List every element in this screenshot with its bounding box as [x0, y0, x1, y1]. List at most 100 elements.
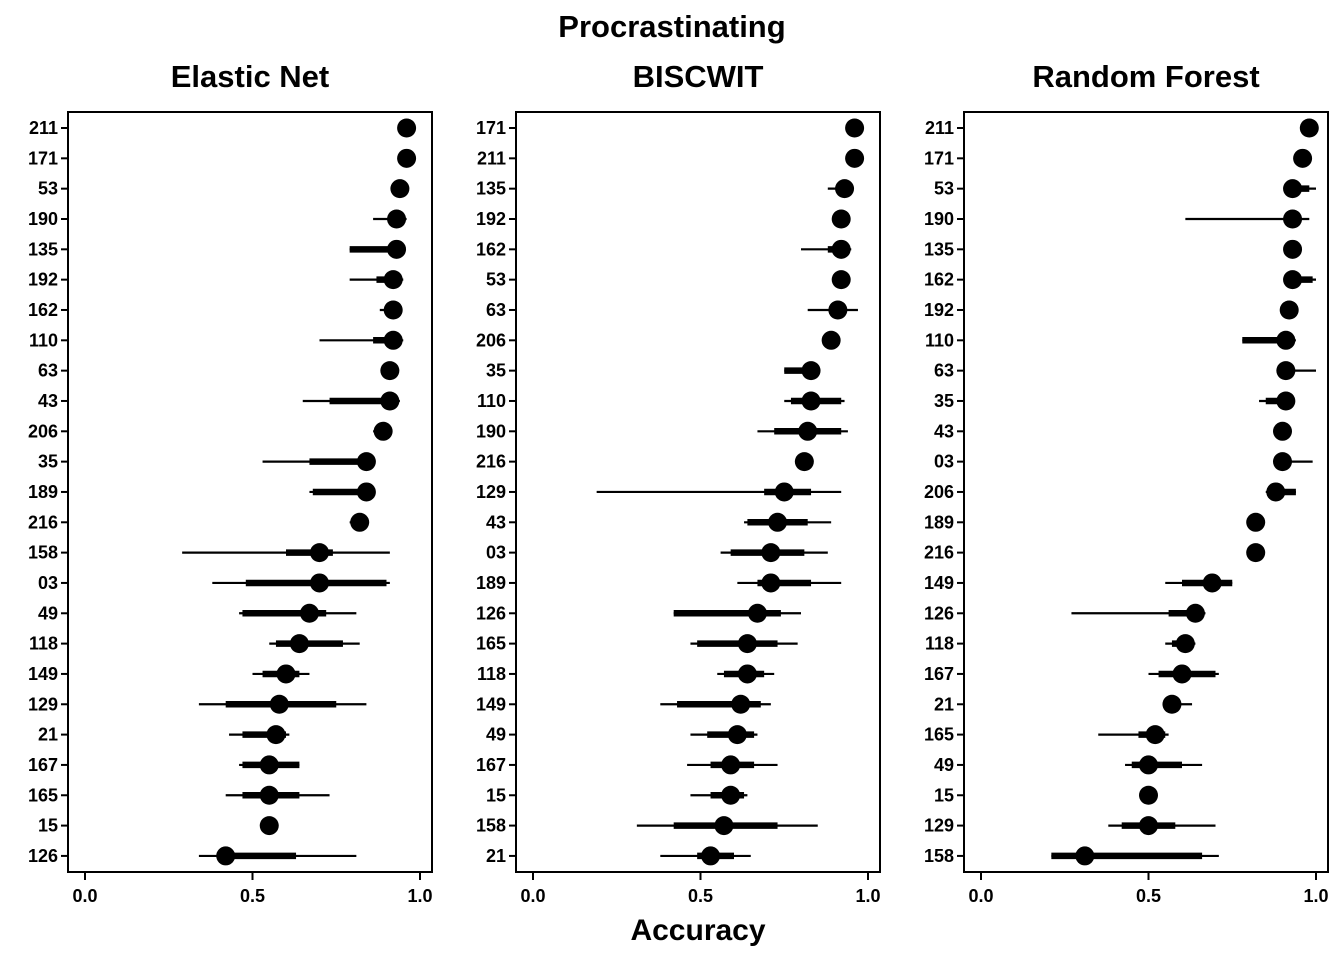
x-tick-label: 0.0	[520, 886, 545, 906]
y-tick-label: 192	[476, 209, 506, 229]
point-estimate	[737, 634, 757, 654]
y-tick-label: 63	[38, 361, 58, 381]
point-estimate	[1185, 603, 1205, 623]
point-estimate	[387, 209, 407, 229]
y-tick-label: 35	[934, 391, 954, 411]
point-estimate	[845, 148, 865, 168]
point-estimate	[701, 846, 721, 866]
point-estimate	[774, 482, 794, 502]
point-estimate	[1283, 239, 1303, 259]
point-estimate	[798, 421, 818, 441]
point-estimate	[397, 148, 417, 168]
panel-title: Elastic Net	[171, 59, 330, 94]
point-estimate	[768, 512, 788, 532]
point-estimate	[397, 118, 417, 138]
point-estimate	[761, 543, 781, 563]
point-estimate	[1162, 694, 1182, 714]
point-estimate	[801, 361, 821, 381]
point-estimate	[737, 664, 757, 684]
y-tick-label: 110	[477, 391, 506, 411]
y-tick-label: 216	[28, 512, 58, 532]
point-estimate	[387, 239, 407, 259]
point-estimate	[259, 755, 279, 775]
y-tick-label: 129	[924, 816, 954, 836]
point-estimate	[801, 391, 821, 411]
y-tick-label: 162	[924, 270, 954, 290]
x-tick-label: 1.0	[1303, 886, 1328, 906]
y-tick-label: 189	[924, 512, 954, 532]
point-estimate	[1139, 755, 1158, 775]
x-tick-label: 0.5	[1136, 886, 1161, 906]
y-tick-label: 167	[476, 755, 506, 775]
y-tick-label: 149	[476, 694, 506, 714]
y-tick-label: 135	[28, 239, 58, 259]
y-tick-label: 162	[28, 300, 58, 320]
panel-1: Elastic Net 0.0 0.5 1.0 211 171 53 190 135 192 162…	[28, 59, 433, 906]
point-estimate	[266, 725, 286, 745]
point-estimate	[1299, 118, 1319, 138]
y-tick-label: 189	[28, 482, 58, 502]
point-estimate	[794, 452, 814, 472]
point-estimate	[380, 361, 400, 381]
y-tick-label: 49	[38, 603, 58, 623]
point-estimate	[721, 755, 741, 775]
x-tick-label: 0.5	[240, 886, 265, 906]
x-tick-label: 0.0	[72, 886, 97, 906]
y-tick-label: 167	[924, 664, 954, 684]
point-estimate	[1283, 270, 1303, 290]
y-tick-label: 110	[925, 330, 954, 350]
point-estimate	[216, 846, 236, 866]
point-estimate	[1139, 816, 1158, 836]
y-tick-label: 03	[486, 543, 506, 563]
y-tick-label: 135	[924, 239, 954, 259]
panels: Elastic Net 0.0 0.5 1.0 211 171 53 190 135 192 162…	[28, 59, 1329, 906]
y-tick-label: 129	[476, 482, 506, 502]
y-tick-label: 110	[29, 330, 58, 350]
y-tick-label: 03	[934, 452, 954, 472]
y-tick-label: 206	[924, 482, 954, 502]
y-tick-label: 158	[28, 543, 58, 563]
y-tick-label: 190	[924, 209, 954, 229]
point-estimate	[1293, 148, 1313, 168]
y-tick-label: 206	[28, 421, 58, 441]
y-tick-label: 126	[28, 846, 58, 866]
y-tick-label: 21	[38, 725, 58, 745]
y-tick-label: 15	[38, 816, 58, 836]
y-tick-label: 171	[476, 118, 506, 138]
y-tick-label: 118	[29, 634, 58, 654]
x-tick-label: 0.5	[688, 886, 713, 906]
point-estimate	[1246, 543, 1266, 563]
point-estimate	[269, 694, 289, 714]
y-tick-label: 171	[28, 148, 58, 168]
point-estimate	[845, 118, 865, 138]
point-estimate	[356, 482, 376, 502]
point-estimate	[1266, 482, 1286, 502]
y-tick-label: 211	[29, 118, 58, 138]
y-tick-label: 15	[486, 785, 506, 805]
point-estimate	[383, 300, 403, 320]
point-estimate	[1139, 785, 1158, 805]
point-estimate	[390, 179, 410, 199]
point-estimate	[1172, 664, 1192, 684]
point-estimate	[1075, 846, 1095, 866]
y-tick-label: 190	[28, 209, 58, 229]
x-tick-label: 0.0	[968, 886, 993, 906]
point-estimate	[1276, 330, 1296, 350]
point-estimate	[1279, 300, 1299, 320]
point-estimate	[259, 785, 279, 805]
point-estimate	[1276, 361, 1296, 381]
y-tick-label: 149	[924, 573, 954, 593]
point-estimate	[1145, 725, 1165, 745]
y-tick-label: 43	[38, 391, 58, 411]
point-estimate	[1175, 634, 1195, 654]
panel-title: BISCWIT	[633, 59, 764, 94]
point-estimate	[276, 664, 296, 684]
panel-2: BISCWIT 0.0 0.5 1.0 171 211 135 192 162 53 63 206 35…	[476, 59, 881, 906]
y-tick-label: 126	[924, 603, 954, 623]
y-tick-label: 149	[28, 664, 58, 684]
y-tick-label: 167	[28, 755, 58, 775]
y-tick-label: 21	[934, 694, 954, 714]
y-tick-label: 192	[924, 300, 954, 320]
y-tick-label: 63	[486, 300, 506, 320]
